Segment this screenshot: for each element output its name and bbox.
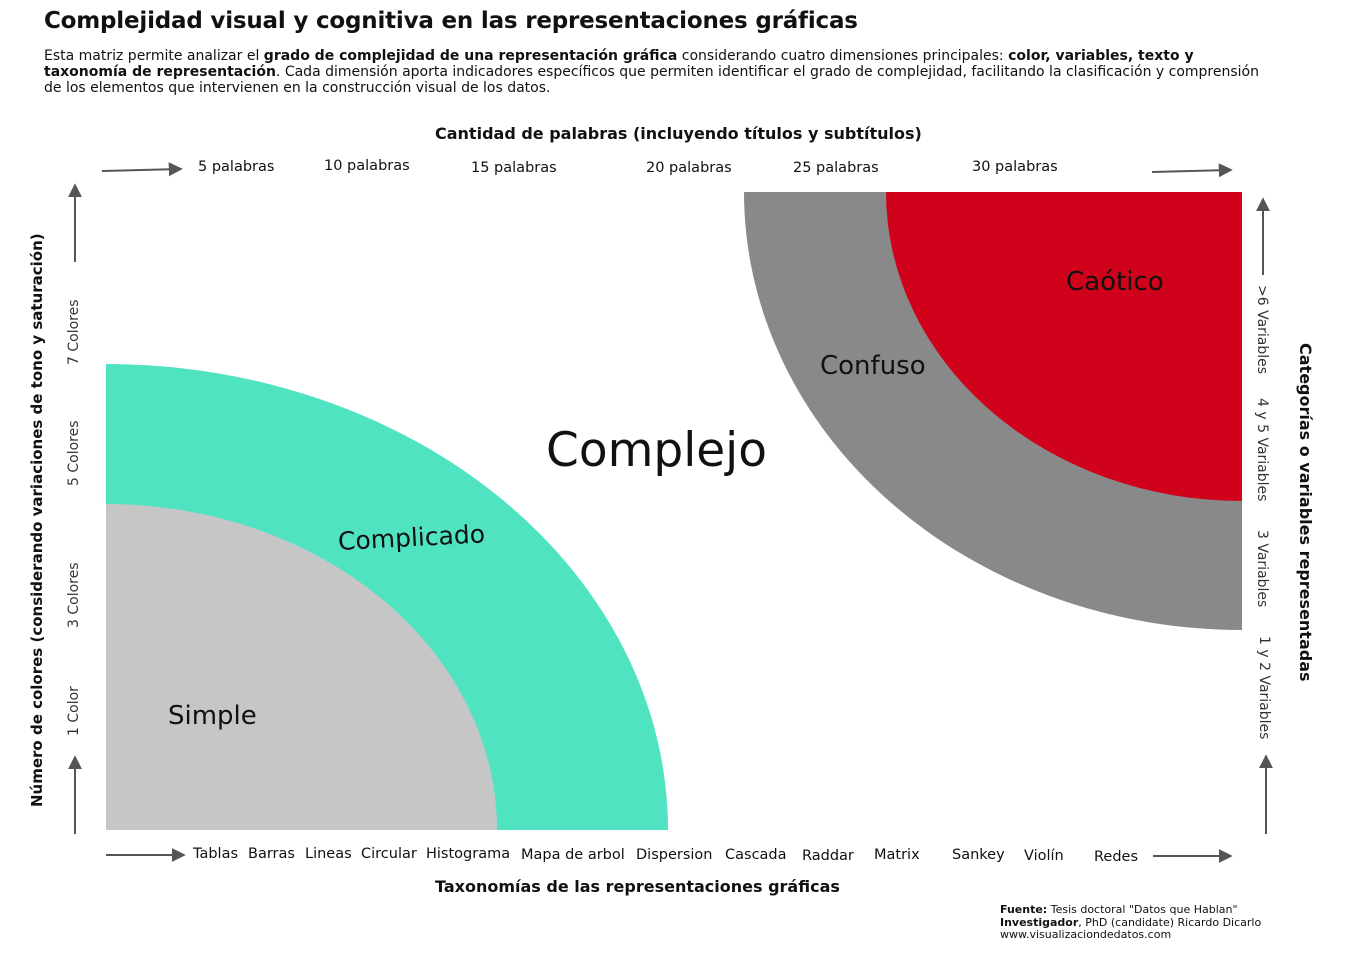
bottom-label-lineas: Lineas	[305, 846, 352, 862]
left-label-1-color: 1 Color	[66, 686, 82, 736]
left-axis-title: Número de colores (considerando variacio…	[28, 233, 46, 807]
right-label-4-5-variables: 4 y 5 Variables	[1254, 398, 1270, 502]
top-right-arrow	[1151, 163, 1233, 178]
page-title: Complejidad visual y cognitiva en las re…	[44, 8, 858, 34]
investigador-text: , PhD (candidate) Ricardo Dicarlo	[1078, 915, 1262, 929]
top-label-30: 30 palabras	[972, 159, 1058, 175]
bottom-label-cascada: Cascada	[725, 847, 787, 863]
intro-bold-2: color, variables, texto y taxonomía de r…	[44, 48, 1194, 80]
left-label-3-colores: 3 Colores	[66, 562, 82, 628]
top-label-10: 10 palabras	[324, 158, 410, 174]
top-label-15: 15 palabras	[471, 160, 557, 176]
region-label-complejo: Complejo	[546, 423, 767, 478]
simple-area	[106, 504, 497, 830]
top-left-arrow	[101, 162, 183, 177]
fuente-text: Tesis doctoral "Datos que Hablan"	[1047, 903, 1238, 916]
right-label-1-2-variables: 1 y 2 Variables	[1256, 636, 1272, 740]
source-website: www.visualizaciondedatos.com	[1000, 928, 1172, 941]
right-axis-title: Categorías o variables representadas	[1296, 343, 1315, 682]
top-label-25: 25 palabras	[793, 160, 879, 176]
intro-text-3: . Cada dimensión aporta indicadores espe…	[44, 64, 1259, 96]
caotico-area	[886, 192, 1242, 501]
bottom-label-circular: Circular	[361, 846, 417, 862]
bottom-label-raddar: Raddar	[802, 848, 854, 864]
source-line-investigador: Investigador, PhD (candidate) Ricardo Di…	[1000, 915, 1262, 930]
bottom-label-violin: Violín	[1024, 848, 1064, 864]
bottom-label-tablas: Tablas	[193, 846, 239, 862]
region-label-caotico: Caótico	[1066, 267, 1164, 297]
bottom-label-matrix: Matrix	[874, 847, 920, 863]
right-label-3-variables: 3 Variables	[1254, 530, 1270, 608]
top-label-5: 5 palabras	[198, 159, 275, 175]
bottom-label-redes: Redes	[1094, 849, 1139, 865]
intro-text-1: Esta matriz permite analizar el	[44, 48, 264, 64]
intro-text-2: considerando cuatro dimensiones principa…	[677, 48, 1009, 64]
bottom-label-sankey: Sankey	[952, 847, 1005, 863]
bottom-axis-title: Taxonomías de las representaciones gráfi…	[435, 877, 840, 896]
bottom-label-mapa-de-arbol: Mapa de arbol	[521, 847, 625, 863]
fuente-label: Fuente:	[1000, 903, 1048, 916]
bottom-label-histograma: Histograma	[426, 846, 511, 862]
top-axis-title: Cantidad de palabras (incluyendo títulos…	[435, 124, 922, 143]
investigador-label: Investigador	[1000, 915, 1079, 929]
right-label-6-variables: >6 Variables	[1254, 285, 1270, 375]
source-note: Fuente: Tesis doctoral "Datos que Hablan…	[1000, 903, 1262, 942]
intro-bold-1: grado de complejidad de una representaci…	[263, 48, 678, 64]
region-label-confuso: Confuso	[820, 351, 926, 381]
intro-paragraph: Esta matriz permite analizar el grado de…	[44, 48, 1274, 96]
left-label-7-colores: 7 Colores	[66, 299, 82, 365]
bottom-label-barras: Barras	[248, 846, 295, 862]
source-line-fuente: Fuente: Tesis doctoral "Datos que Hablan…	[1000, 903, 1261, 917]
bottom-label-dispersion: Dispersion	[636, 847, 713, 863]
region-label-simple: Simple	[168, 701, 257, 731]
left-label-5-colores: 5 Colores	[66, 420, 82, 486]
top-label-20: 20 palabras	[646, 160, 732, 176]
